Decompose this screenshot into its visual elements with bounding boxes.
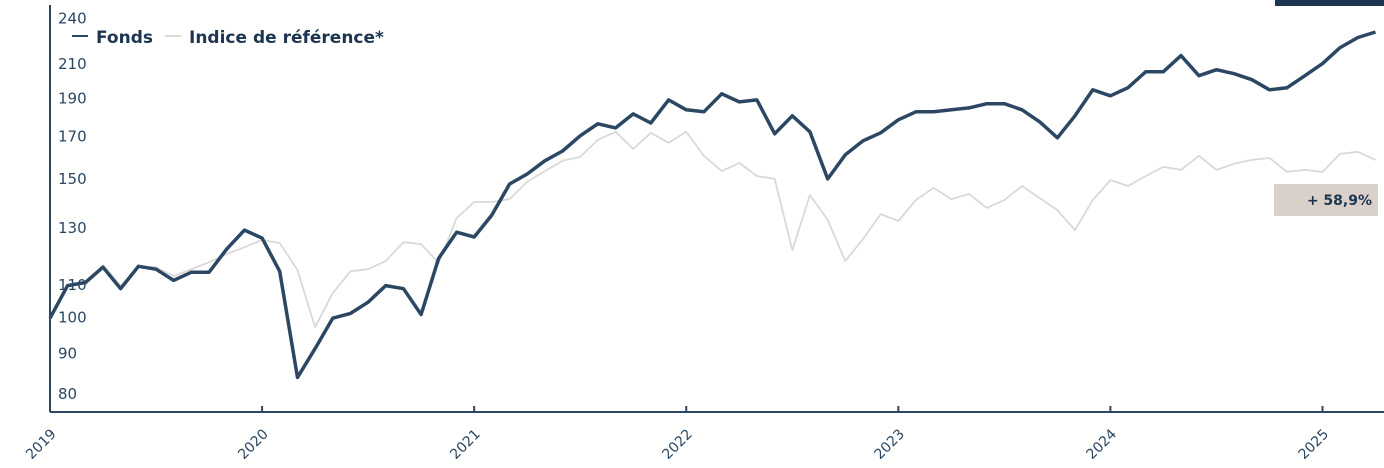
y-tick-label: 80	[58, 385, 77, 403]
y-tick-label: 130	[58, 219, 87, 237]
x-tick-label: 2023	[871, 426, 908, 463]
y-tick-label: 90	[58, 345, 77, 363]
y-tick-label: 150	[58, 170, 87, 188]
y-tick-label: 210	[58, 55, 87, 73]
legend-label: Indice de référence*	[189, 28, 384, 48]
header-tab	[1275, 0, 1384, 6]
series-line	[49, 130, 1376, 329]
annotation-box	[1274, 184, 1378, 216]
y-tick-label: 170	[58, 127, 87, 145]
x-tick-label: 2021	[447, 426, 484, 463]
x-tick-label: 2022	[659, 426, 696, 463]
annotation-text: + 58,9%	[1307, 193, 1372, 209]
x-tick-label: 2019	[23, 426, 60, 463]
legend-label: Fonds	[96, 28, 153, 48]
y-tick-label: 190	[58, 89, 87, 107]
x-tick-label: 2020	[235, 426, 272, 463]
x-tick-label: 2024	[1084, 426, 1121, 463]
y-tick-label: 240	[58, 9, 87, 27]
x-tick-label: 2025	[1296, 426, 1333, 463]
series-line	[48, 30, 1377, 380]
y-tick-label: 100	[58, 309, 87, 327]
